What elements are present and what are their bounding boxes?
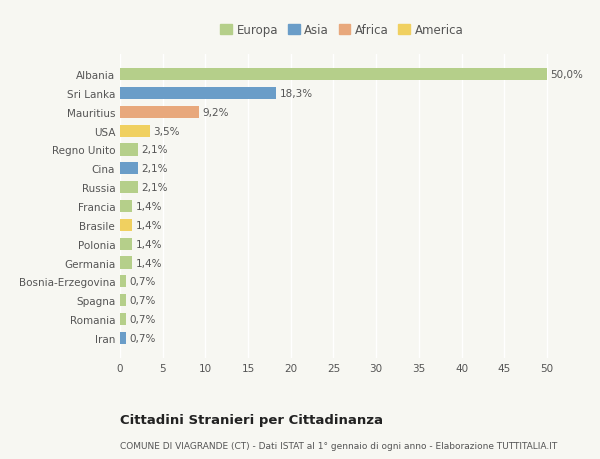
Bar (120, 257, 132, 269)
Text: 2,1%: 2,1% (142, 145, 168, 155)
Text: 50,0%: 50,0% (550, 70, 583, 80)
Text: COMUNE DI VIAGRANDE (CT) - Dati ISTAT al 1° gennaio di ogni anno - Elaborazione : COMUNE DI VIAGRANDE (CT) - Dati ISTAT al… (120, 441, 557, 450)
Text: 1,4%: 1,4% (136, 202, 162, 212)
Bar (120, 125, 150, 137)
Text: 1,4%: 1,4% (136, 239, 162, 249)
Text: 0,7%: 0,7% (130, 314, 156, 325)
Bar (120, 219, 132, 231)
Text: 2,1%: 2,1% (142, 183, 168, 193)
Bar (120, 106, 199, 119)
Bar (120, 88, 276, 100)
Bar (120, 163, 138, 175)
Bar (120, 144, 138, 156)
Bar (120, 313, 126, 325)
Bar (120, 294, 126, 307)
Text: 2,1%: 2,1% (142, 164, 168, 174)
Bar (120, 69, 547, 81)
Text: 0,7%: 0,7% (130, 333, 156, 343)
Bar (120, 276, 126, 288)
Text: 0,7%: 0,7% (130, 296, 156, 306)
Text: 1,4%: 1,4% (136, 220, 162, 230)
Bar (120, 332, 126, 344)
Text: 1,4%: 1,4% (136, 258, 162, 268)
Legend: Europa, Asia, Africa, America: Europa, Asia, Africa, America (218, 22, 466, 39)
Bar (120, 238, 132, 250)
Bar (120, 182, 138, 194)
Bar (120, 201, 132, 213)
Text: 18,3%: 18,3% (280, 89, 313, 99)
Text: 3,5%: 3,5% (154, 126, 180, 136)
Text: Cittadini Stranieri per Cittadinanza: Cittadini Stranieri per Cittadinanza (120, 413, 383, 426)
Text: 9,2%: 9,2% (202, 107, 229, 118)
Text: 0,7%: 0,7% (130, 277, 156, 287)
